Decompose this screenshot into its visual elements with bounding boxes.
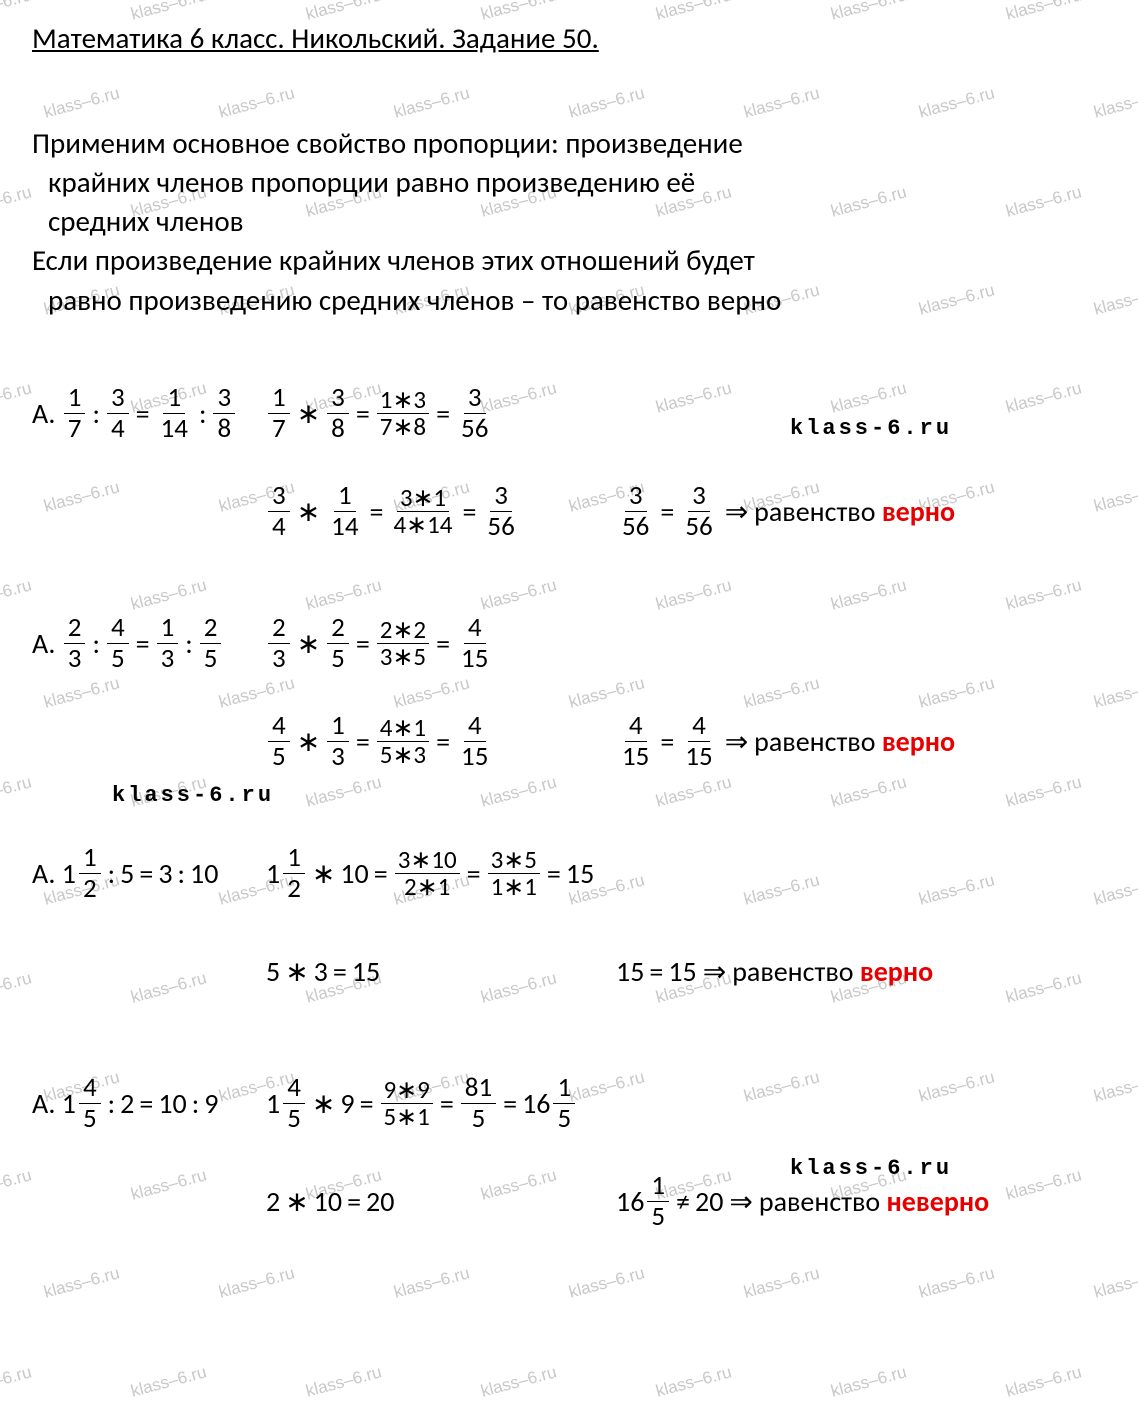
- site-stamp: klass-6.ru: [112, 783, 274, 808]
- watermark: klass–6.ru: [129, 1362, 209, 1401]
- intro-line: Применим основное свойство пропорции: пр…: [32, 124, 1110, 163]
- eq-op: =: [136, 396, 150, 431]
- label-a: А.: [32, 396, 55, 431]
- problem-conclusion: 356 = 356 ⇒ равенство верно: [616, 481, 1110, 543]
- mult-op: ∗: [297, 396, 320, 431]
- problem-calc1: 17 ∗ 38 = 1∗37∗8 = 356: [266, 383, 616, 445]
- problem-calc2: 34 ∗ 114 = 3∗14∗14 = 356: [266, 481, 616, 543]
- watermark: klass–6.ru: [479, 1362, 559, 1401]
- result-verno: верно: [882, 494, 955, 529]
- implies-arrow: ⇒: [725, 494, 748, 529]
- watermark: klass–6.ru: [0, 1362, 34, 1401]
- problem-a2: А. 23 : 45 = 13 : 25 23 ∗ 25 = 2∗23∗5 = …: [32, 612, 1110, 774]
- colon-op: :: [199, 396, 207, 431]
- site-stamp: klass-6.ru: [790, 416, 952, 441]
- intro-line: крайних членов пропорции равно произведе…: [32, 163, 1110, 202]
- watermark: klass–6.ru: [1004, 1362, 1084, 1401]
- problem-a3: А. 112 : 5 = 3 : 10 112 ∗ 10 = 3∗102∗1 =…: [32, 842, 1110, 1004]
- result-neverno: неверно: [887, 1184, 990, 1219]
- intro-line: Если произведение крайних членов этих от…: [32, 241, 1110, 280]
- problem-a1: А. 17 : 34 = 114 : 38 17 ∗ 38 = 1∗37∗8 =…: [32, 382, 1110, 544]
- watermark: klass–6.ru: [654, 1362, 734, 1401]
- intro-text: Применим основное свойство пропорции: пр…: [32, 124, 1110, 320]
- neq-op: ≠: [676, 1184, 690, 1219]
- watermark: klass–6.ru: [304, 1362, 384, 1401]
- problem-lhs: А. 17 : 34 = 114 : 38: [32, 383, 266, 445]
- watermark: klass–6.ru: [829, 1362, 909, 1401]
- colon-op: :: [92, 396, 100, 431]
- document-content: Математика 6 класс. Никольский. Задание …: [0, 0, 1138, 1322]
- problem-a4: А. 145 : 2 = 10 : 9 145 ∗ 9 = 9∗95∗1 = 8…: [32, 1072, 1110, 1234]
- intro-line: средних членов: [32, 202, 1110, 241]
- intro-line: равно произведению средних членов – то р…: [32, 281, 1110, 320]
- site-stamp: klass-6.ru: [790, 1156, 952, 1181]
- page-title: Математика 6 класс. Никольский. Задание …: [32, 20, 1110, 56]
